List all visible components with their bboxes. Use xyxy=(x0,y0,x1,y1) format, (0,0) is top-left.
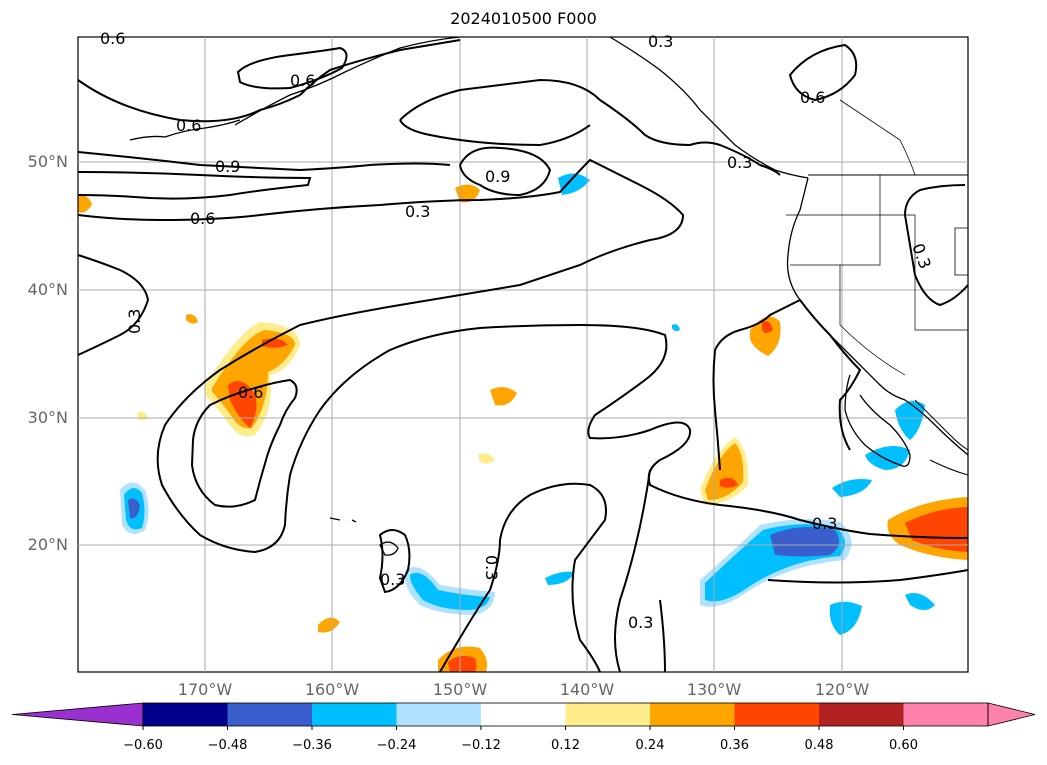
contour-label: 0.3 xyxy=(648,32,673,51)
colorbar-segment xyxy=(312,703,397,726)
coastlines xyxy=(129,36,969,556)
colorbar-segment xyxy=(396,703,481,726)
contour-label: 0.3 xyxy=(908,241,935,271)
filled-contours xyxy=(78,173,968,672)
colorbar-segment xyxy=(227,703,312,726)
colorbar-tick-label: 0.12 xyxy=(551,738,580,753)
colorbar-tick-label: −0.48 xyxy=(207,738,248,753)
lat-label-40n: 40°N xyxy=(27,280,68,299)
contour-label: 0.6 xyxy=(238,383,263,402)
colorbar xyxy=(11,702,1036,730)
colorbar-segment xyxy=(819,703,904,726)
lon-label-170w: 170°W xyxy=(177,680,233,699)
lon-label-150w: 150°W xyxy=(432,680,488,699)
contour-label: 0.3 xyxy=(628,613,653,632)
contour-label: 0.3 xyxy=(727,153,752,172)
colorbar-segment xyxy=(481,703,566,726)
colorbar-tick-label: 0.24 xyxy=(635,738,665,753)
contour-label: 0.9 xyxy=(485,167,510,186)
colorbar-segment xyxy=(565,703,650,726)
colorbar-tick-label: −0.12 xyxy=(461,738,501,753)
lon-label-140w: 140°W xyxy=(559,680,615,699)
contour-label: 0.3 xyxy=(380,570,405,589)
colorbar-tick-label: 0.48 xyxy=(804,738,834,753)
lon-label-160w: 160°W xyxy=(304,680,360,699)
contour-label: 0.6 xyxy=(800,88,825,107)
contour-label: 0.6 xyxy=(190,209,215,228)
contour-label: 0.3 xyxy=(405,202,430,221)
lat-label-20n: 20°N xyxy=(27,535,68,554)
lon-label-120w: 120°W xyxy=(814,680,870,699)
colorbar-segment xyxy=(650,703,735,726)
lat-label-50n: 50°N xyxy=(27,152,68,171)
contour-label: 0.6 xyxy=(100,29,125,48)
colorbar-segment xyxy=(734,703,819,726)
plot-frame xyxy=(77,36,969,673)
contour-label: 0.3 xyxy=(482,555,501,580)
contour-lines xyxy=(77,39,969,673)
lon-label-130w: 130°W xyxy=(686,680,742,699)
graticule xyxy=(78,37,968,672)
colorbar-extend-low xyxy=(11,702,144,727)
colorbar-tick-label: 0.36 xyxy=(720,738,749,753)
contour-label: 0.3 xyxy=(812,514,837,533)
colorbar-extend-high xyxy=(987,702,1036,727)
colorbar-tick-label: 0.60 xyxy=(889,738,918,753)
contour-label: 0.3 xyxy=(125,309,144,334)
contour-label: 0.6 xyxy=(290,71,315,90)
lat-label-30n: 30°N xyxy=(27,408,68,427)
colorbar-tick-label: −0.36 xyxy=(292,738,332,753)
colorbar-tick-label: −0.24 xyxy=(376,738,417,753)
contour-label-group: 0.6 0.6 0.6 0.9 0.9 0.6 0.3 0.3 0.6 0.3 … xyxy=(100,29,935,632)
colorbar-segment xyxy=(143,703,228,726)
contour-label: 0.9 xyxy=(215,157,240,176)
colorbar-tick-label: −0.60 xyxy=(123,738,163,753)
colorbar-segment xyxy=(903,703,988,726)
contour-label: 0.6 xyxy=(176,116,201,135)
map-title: 2024010500 F000 xyxy=(450,9,597,28)
